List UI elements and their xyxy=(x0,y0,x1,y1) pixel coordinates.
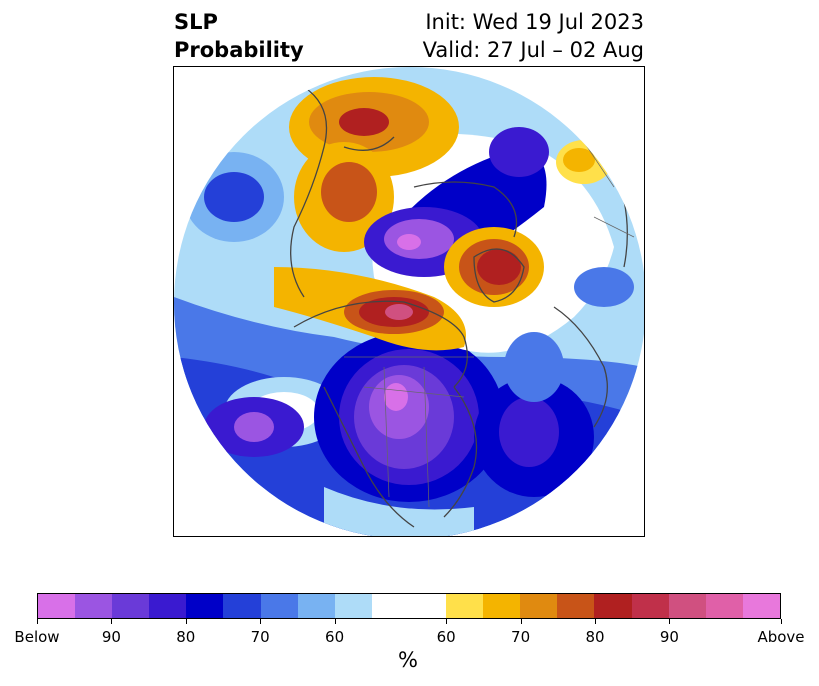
valid-range: Valid: 27 Jul – 02 Aug xyxy=(422,38,644,62)
title-subtitle: Probability xyxy=(174,38,304,62)
colorbar-segment xyxy=(223,594,261,618)
title-variable: SLP xyxy=(174,10,218,34)
init-date: Init: Wed 19 Jul 2023 xyxy=(425,10,644,34)
colorbar-tick-mark xyxy=(781,619,782,624)
colorbar-segment xyxy=(260,594,298,618)
colorbar-segment xyxy=(334,594,372,618)
colorbar-tick-mark xyxy=(669,619,671,624)
colorbar-tick-label: Above xyxy=(757,628,805,646)
colorbar-segment xyxy=(557,594,595,618)
colorbar-segment xyxy=(483,594,521,618)
probability-map-svg xyxy=(174,67,644,536)
colorbar-segment xyxy=(38,594,76,618)
colorbar-tick-label: 80 xyxy=(176,628,196,646)
colorbar-tick-label: 90 xyxy=(659,628,679,646)
colorbar-tick-mark xyxy=(334,619,336,624)
colorbar-tick-mark xyxy=(446,619,448,624)
colorbar-segment xyxy=(742,594,780,618)
colorbar-tick-label: 80 xyxy=(585,628,605,646)
colorbar-segment xyxy=(668,594,706,618)
colorbar-tick-mark xyxy=(260,619,262,624)
map-disk xyxy=(174,67,644,536)
colorbar-tick-label: 70 xyxy=(250,628,270,646)
colorbar-tick-mark xyxy=(111,619,113,624)
colorbar-segment xyxy=(594,594,632,618)
map-title-right: Init: Wed 19 Jul 2023 Valid: 27 Jul – 02… xyxy=(423,8,644,64)
colorbar-tick-label: 70 xyxy=(511,628,531,646)
colorbar-tick-mark xyxy=(37,619,38,624)
colorbar-tick-label: 60 xyxy=(325,628,345,646)
colorbar-segment xyxy=(75,594,113,618)
colorbar-segment xyxy=(446,594,484,618)
colorbar-segment xyxy=(705,594,743,618)
coastlines xyxy=(290,86,628,528)
colorbar-tick-mark xyxy=(520,619,522,624)
colorbar-segment xyxy=(186,594,224,618)
colorbar-tick-label: Below xyxy=(14,628,60,646)
colorbar-segment xyxy=(520,594,558,618)
colorbar-tick-mark xyxy=(185,619,187,624)
colorbar xyxy=(37,593,781,619)
map-title-left: SLP Probability xyxy=(174,8,304,64)
colorbar-tick-label: 60 xyxy=(436,628,456,646)
colorbar-unit: % xyxy=(398,648,418,672)
colorbar-tick-label: 90 xyxy=(101,628,121,646)
colorbar-segment xyxy=(112,594,150,618)
colorbar-tick-mark xyxy=(595,619,596,624)
colorbar-segment xyxy=(149,594,187,618)
colorbar-segment xyxy=(371,594,447,618)
colorbar-segment xyxy=(297,594,335,618)
polar-map xyxy=(173,66,645,537)
colorbar-segment xyxy=(631,594,669,618)
